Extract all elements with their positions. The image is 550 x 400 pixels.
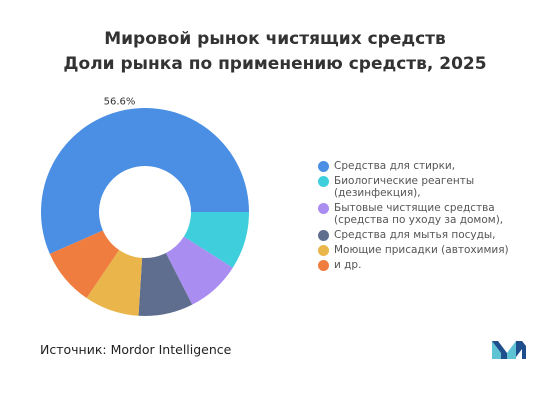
legend-swatch-5 xyxy=(318,260,329,271)
chart-title: Мировой рынок чистящих средств xyxy=(104,29,446,49)
donut-slice-4 xyxy=(86,250,143,316)
chart-title-block: Мировой рынок чистящих средств Доли рынк… xyxy=(0,27,550,77)
legend-item-1: Биологические реагенты (дезинфекция), xyxy=(318,175,546,199)
legend-label-0: Средства для стирки, xyxy=(334,160,456,172)
donut-slice-3 xyxy=(138,252,193,316)
chart-subtitle: Доли рынка по применению средств, 2025 xyxy=(63,54,487,74)
legend-swatch-0 xyxy=(318,161,329,172)
legend-label-3: Средства для мытья посуды, xyxy=(334,229,496,241)
legend-label-5: и др. xyxy=(334,259,362,271)
legend-label-1: Биологические реагенты (дезинфекция), xyxy=(334,175,475,199)
donut-data-label-0: 56.6% xyxy=(104,97,136,108)
legend-swatch-4 xyxy=(318,245,329,256)
source-note: Источник: Mordor Intelligence xyxy=(40,342,232,357)
legend-swatch-2 xyxy=(318,203,329,214)
donut-data-labels: 56.6% xyxy=(104,97,136,108)
donut-slice-0 xyxy=(41,108,249,254)
mordor-intelligence-logo xyxy=(492,341,526,359)
legend-swatch-1 xyxy=(318,176,329,187)
legend-swatch-3 xyxy=(318,230,329,241)
legend-item-4: Моющие присадки (автохимия) xyxy=(318,244,546,256)
donut-slice-2 xyxy=(165,236,233,305)
donut-slice-1 xyxy=(183,212,249,268)
legend-item-5: и др. xyxy=(318,259,546,271)
legend-item-0: Средства для стирки, xyxy=(318,160,546,172)
legend-label-2: Бытовые чистящие средства (средства по у… xyxy=(334,202,504,226)
donut-slice-5 xyxy=(49,230,120,299)
chart-legend: Средства для стирки, Биологические реаген… xyxy=(318,160,546,274)
donut-slices xyxy=(41,108,249,316)
legend-item-2: Бытовые чистящие средства (средства по у… xyxy=(318,202,546,226)
legend-item-3: Средства для мытья посуды, xyxy=(318,229,546,241)
legend-label-4: Моющие присадки (автохимия) xyxy=(334,244,509,256)
